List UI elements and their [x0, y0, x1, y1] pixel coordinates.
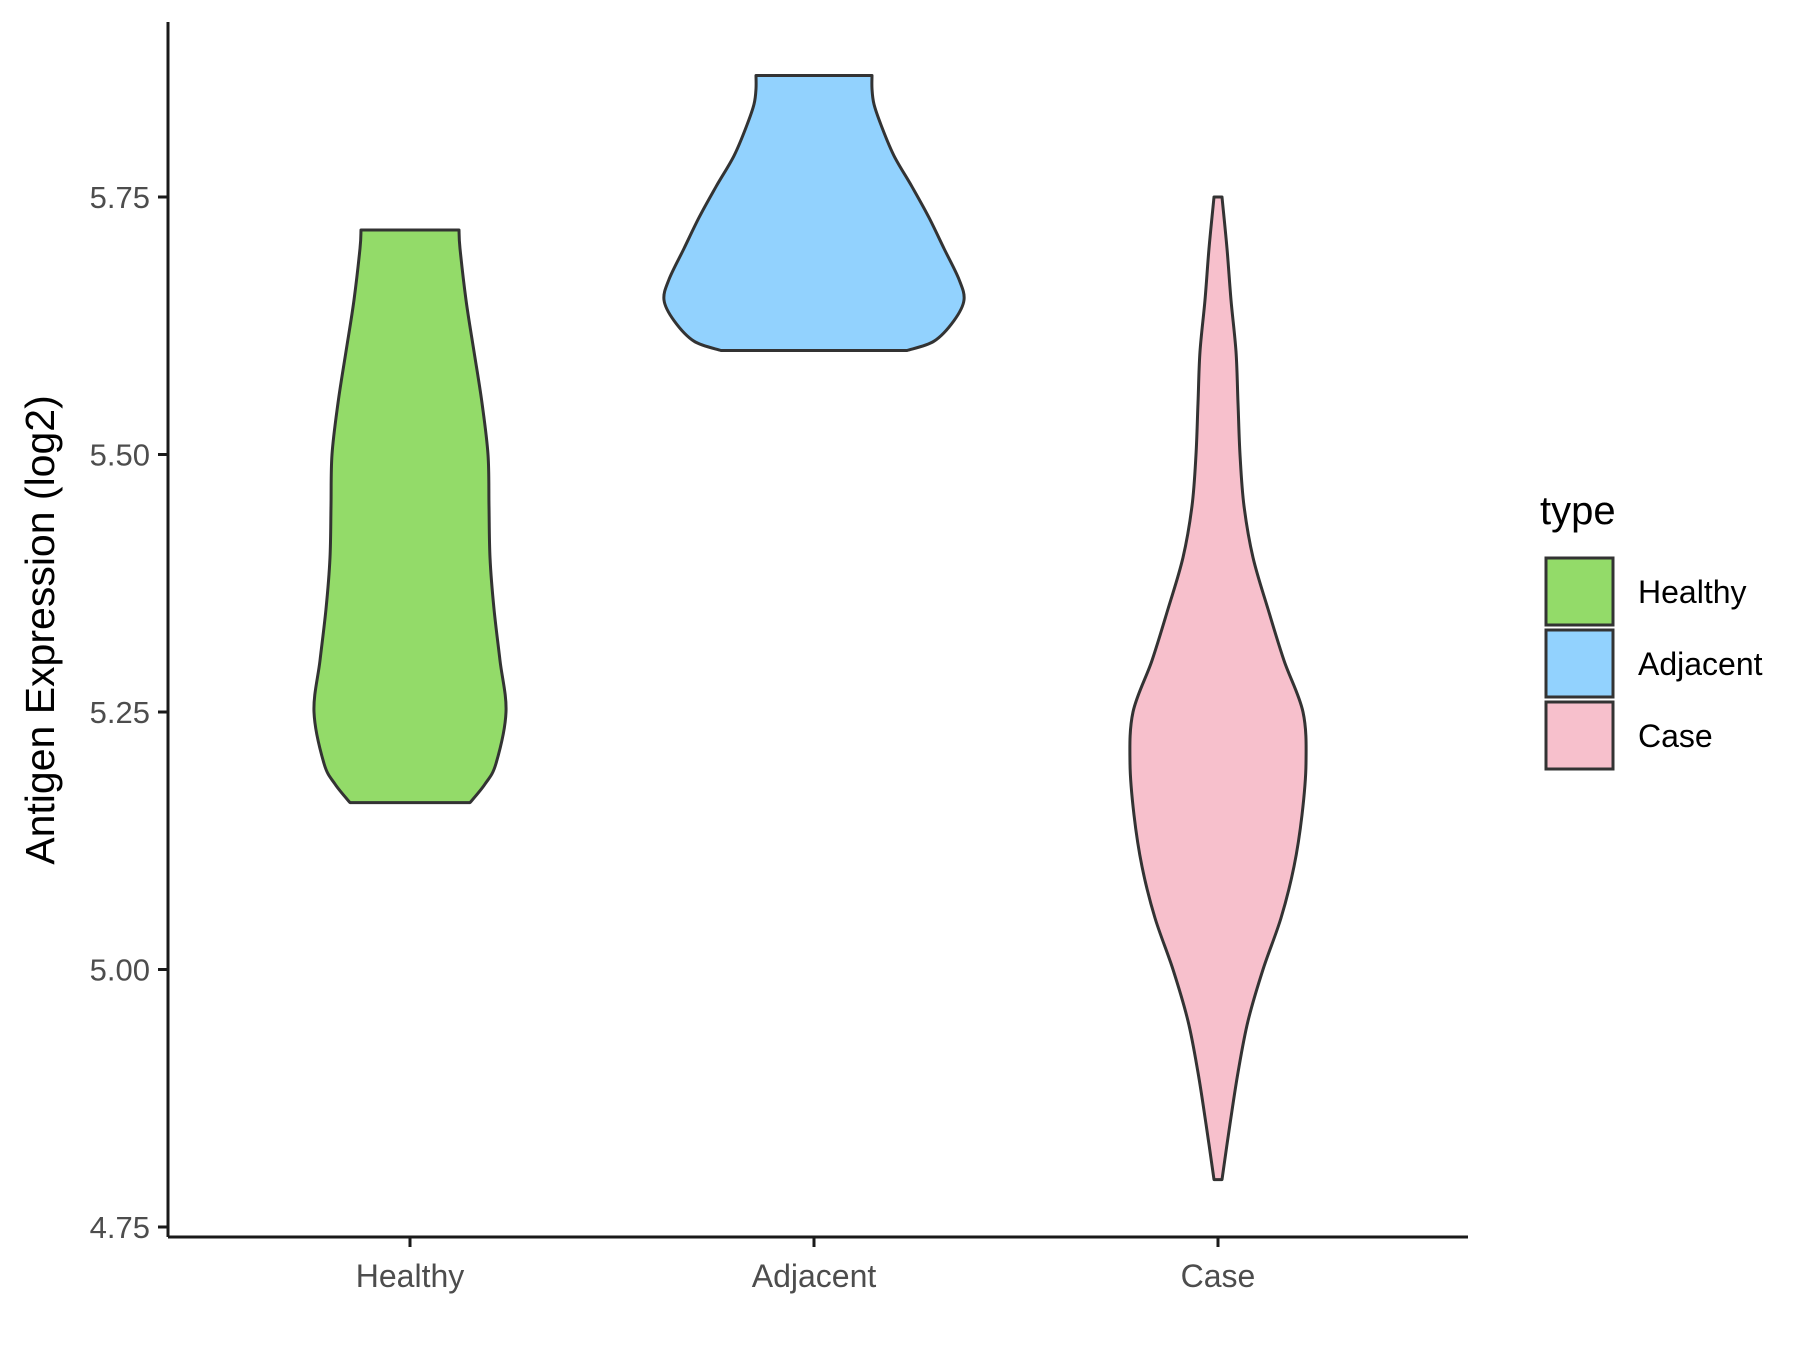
legend-label-healthy: Healthy — [1638, 574, 1747, 610]
violin-group — [312, 74, 1308, 1182]
y-tick-label: 4.75 — [90, 1210, 150, 1245]
legend-swatch-case — [1544, 700, 1615, 771]
y-tick-label: 5.75 — [90, 180, 150, 215]
y-axis-label: Antigen Expression (log2) — [17, 395, 63, 864]
legend-items: Healthy Adjacent Case — [1544, 556, 1763, 771]
legend-label-adjacent: Adjacent — [1638, 646, 1763, 682]
x-tick-group: Healthy Adjacent Case — [356, 1237, 1256, 1294]
y-tick-group: 4.75 5.00 5.25 5.50 5.75 — [90, 180, 168, 1245]
legend-title: type — [1540, 489, 1616, 533]
x-tick-label: Healthy — [356, 1258, 465, 1294]
violin-case — [1128, 195, 1308, 1182]
legend-label-case: Case — [1638, 718, 1713, 754]
y-tick-label: 5.25 — [90, 695, 150, 730]
y-tick-label: 5.00 — [90, 953, 150, 988]
legend: type Healthy Adjacent Case — [1540, 489, 1763, 771]
x-tick-label: Case — [1181, 1258, 1256, 1294]
y-tick-label: 5.50 — [90, 438, 150, 473]
violin-healthy — [312, 228, 508, 805]
legend-swatch-healthy — [1544, 556, 1615, 627]
legend-swatch-adjacent — [1544, 628, 1615, 699]
x-tick-label: Adjacent — [752, 1258, 877, 1294]
violin-adjacent — [662, 74, 966, 352]
